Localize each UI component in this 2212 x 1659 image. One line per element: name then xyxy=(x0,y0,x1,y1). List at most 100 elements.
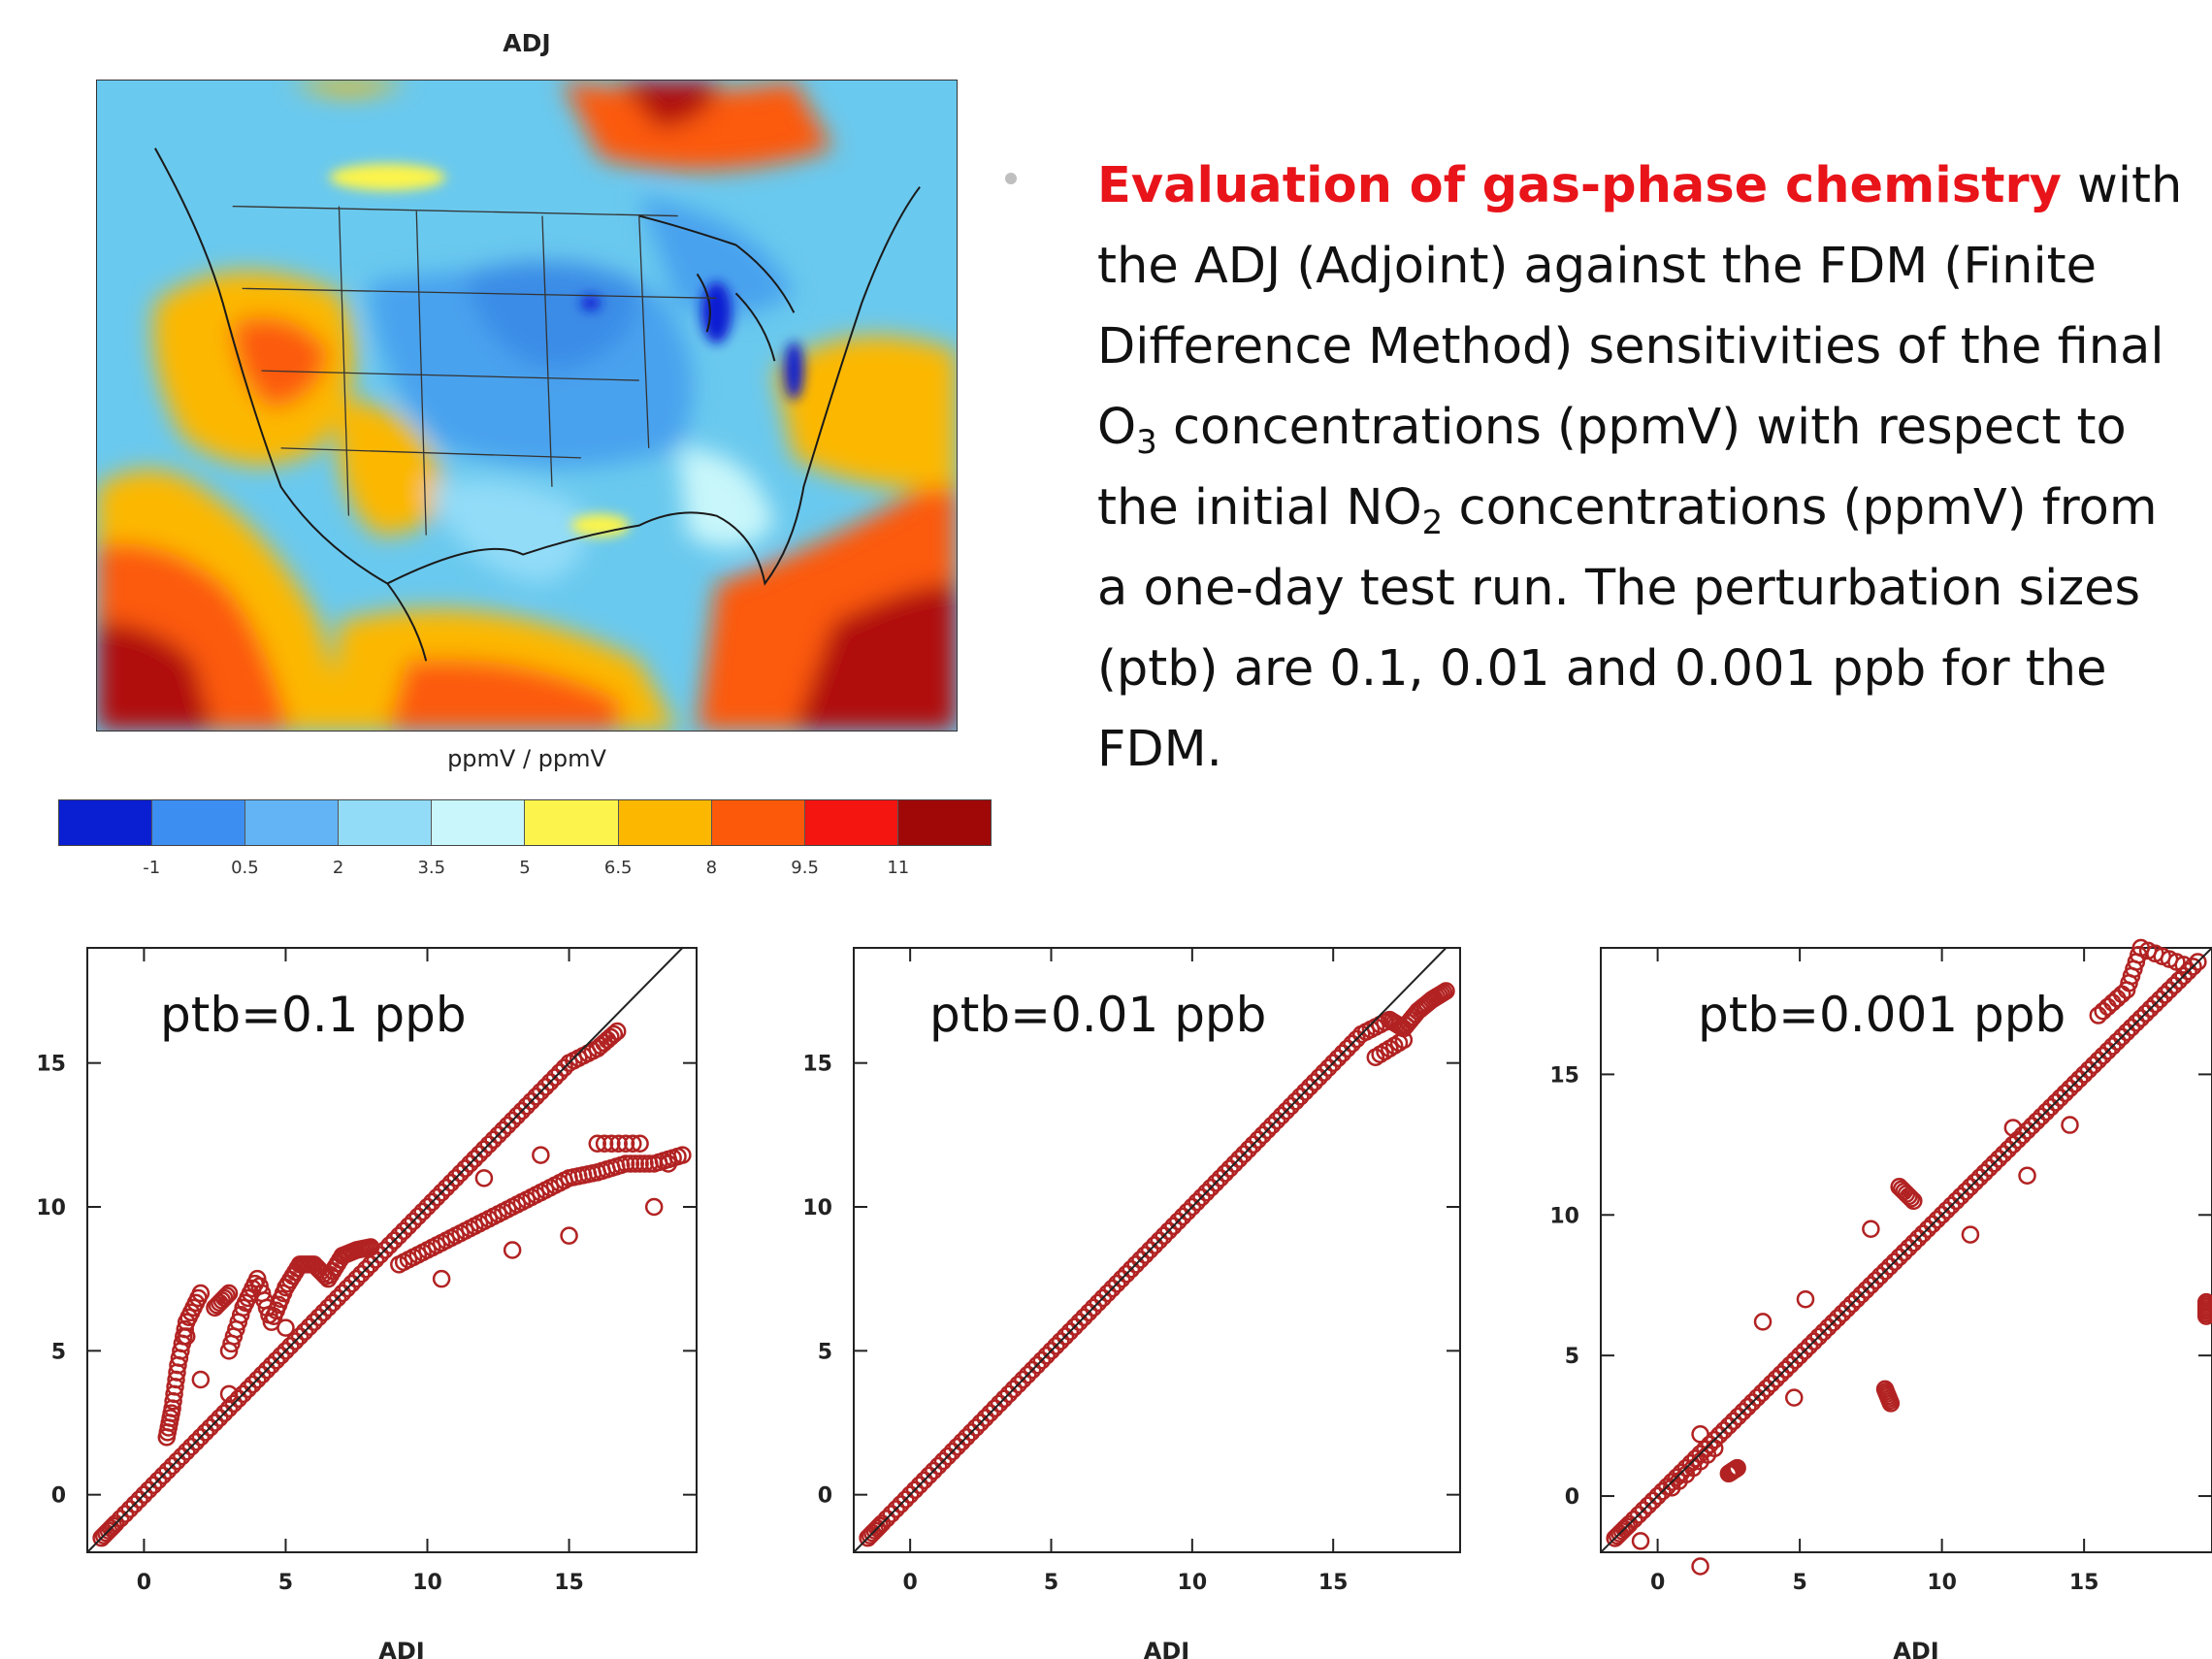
data-point xyxy=(631,1134,649,1153)
data-point xyxy=(1729,1407,1747,1426)
data-point xyxy=(451,1164,470,1183)
data-point xyxy=(276,1318,295,1337)
data-point xyxy=(385,1231,404,1250)
data-point xyxy=(2164,976,2184,994)
data-point xyxy=(1885,1252,1904,1271)
data-point xyxy=(1795,1342,1814,1360)
description-text: Evaluation of gas-phase chemistry with t… xyxy=(1097,146,2198,790)
data-point xyxy=(432,1269,451,1288)
data-point xyxy=(2041,1097,2061,1117)
data-point xyxy=(314,1303,333,1322)
data-point xyxy=(887,1500,905,1518)
data-point xyxy=(2003,1119,2023,1137)
data-point xyxy=(1881,1394,1901,1413)
data-point xyxy=(1648,1486,1667,1506)
data-point xyxy=(560,1226,578,1245)
description-subscript-2: 2 xyxy=(1421,504,1444,542)
data-point xyxy=(1079,1303,1098,1322)
data-point xyxy=(1103,1279,1122,1298)
data-point xyxy=(1262,1116,1282,1135)
colorbar-segment xyxy=(59,800,153,845)
data-point xyxy=(1643,1491,1662,1511)
data-point xyxy=(503,1241,522,1259)
data-point xyxy=(1975,1163,1994,1183)
data-point xyxy=(135,1485,153,1504)
data-point xyxy=(1343,1034,1361,1054)
data-point xyxy=(1800,1337,1819,1355)
data-point xyxy=(1994,1145,2013,1163)
data-point xyxy=(990,1394,1009,1413)
data-point xyxy=(211,1409,229,1427)
data-point xyxy=(319,1298,338,1317)
y-tick-label: 0 xyxy=(1565,1485,1579,1510)
data-point xyxy=(2074,1065,2094,1084)
data-point xyxy=(181,1437,201,1456)
chart-title: ptb=0.1 ppb xyxy=(160,987,467,1043)
data-point xyxy=(276,1342,295,1360)
x-tick-label: 15 xyxy=(2069,1571,2099,1595)
data-point xyxy=(1989,1150,2008,1168)
data-point xyxy=(1956,1182,1975,1201)
map-units-label: ppmV / ppmV xyxy=(447,745,606,772)
data-point xyxy=(1833,1304,1852,1322)
data-point xyxy=(953,1433,971,1451)
scatter-svg-2: 0 5 10 15 0 5 10 15 ptb=0.01 ppb ADJ xyxy=(802,947,1461,1659)
data-point xyxy=(1122,1260,1141,1279)
data-point xyxy=(1838,1299,1857,1318)
data-point xyxy=(624,1134,642,1153)
data-point xyxy=(1089,1293,1108,1313)
data-point xyxy=(994,1389,1014,1409)
data-point xyxy=(1908,1229,1928,1248)
data-point xyxy=(1923,1215,1942,1234)
data-point xyxy=(2103,1037,2122,1056)
data-point xyxy=(2122,1018,2141,1037)
data-point xyxy=(1070,1313,1089,1331)
data-point xyxy=(494,1121,512,1140)
data-point xyxy=(102,1519,120,1538)
data-point xyxy=(399,1217,418,1236)
data-point xyxy=(489,1125,507,1145)
data-point xyxy=(214,1288,234,1308)
data-point xyxy=(966,1418,986,1437)
data-point xyxy=(2089,1051,2108,1070)
data-point xyxy=(1805,1332,1824,1350)
data-point xyxy=(262,1355,281,1375)
scatter-svg-1: 0 5 10 15 0 5 10 15 ptb=0.1 ppb ADJ xyxy=(36,947,698,1659)
data-point xyxy=(267,1350,285,1370)
data-point xyxy=(328,1288,347,1308)
data-point xyxy=(1842,1294,1862,1314)
data-point xyxy=(1809,1327,1828,1347)
data-point xyxy=(1126,1255,1145,1274)
data-point xyxy=(877,1510,896,1528)
data-point xyxy=(550,1063,569,1082)
colorbar-tick-label: 6.5 xyxy=(603,858,633,878)
data-point xyxy=(1747,1388,1767,1407)
data-point xyxy=(1272,1106,1291,1125)
data-point xyxy=(999,1384,1019,1404)
data-point xyxy=(244,1375,262,1394)
data-point xyxy=(201,1418,219,1437)
data-point xyxy=(1338,1039,1356,1058)
x-tick-label: 0 xyxy=(1650,1571,1665,1595)
data-point xyxy=(1032,1350,1052,1370)
data-point xyxy=(986,1399,1004,1417)
colorbar-segment xyxy=(618,800,712,845)
data-point xyxy=(1757,1379,1776,1398)
description-part1: with the ADJ (Adjoint) against the FDM (… xyxy=(1097,157,2183,456)
data-point xyxy=(177,1327,196,1346)
description-part2: concentrations (ppmV) with respect to th… xyxy=(1097,399,2127,537)
data-point xyxy=(285,1332,305,1350)
x-tick-label: 10 xyxy=(1927,1571,1957,1595)
data-point xyxy=(1140,1241,1159,1259)
scatter-chart-1: 0 5 10 15 0 5 10 15 ptb=0.1 ppb ADJ xyxy=(0,931,718,1659)
sensitivity-map xyxy=(96,80,958,732)
data-point xyxy=(976,1409,994,1427)
data-point xyxy=(1639,1496,1658,1514)
data-point xyxy=(140,1480,158,1499)
data-point xyxy=(1065,1317,1084,1336)
data-point xyxy=(437,1178,456,1197)
data-point xyxy=(867,1519,887,1538)
colorbar-tick-label: 2 xyxy=(332,858,344,878)
data-point xyxy=(1719,1416,1739,1435)
data-point xyxy=(1852,1285,1870,1304)
